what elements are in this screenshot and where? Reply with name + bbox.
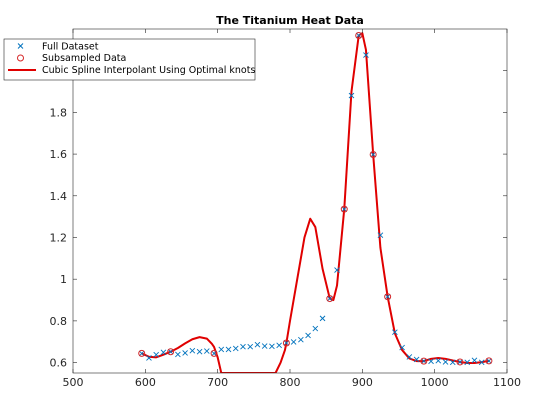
full-dataset-point [478,359,485,366]
legend-label-subsampled-data: Subsampled Data [42,53,126,64]
y-tick-label: 1.4 [50,190,68,203]
full-dataset-point [153,351,160,358]
legend-box [3,38,256,81]
full-dataset-point [326,295,333,302]
full-dataset-point [486,358,492,364]
legend: Full Dataset Subsampled Data Cubic Splin… [3,38,256,81]
full-dataset-point [355,32,362,39]
full-dataset-point [370,151,377,158]
full-dataset-point [363,52,369,58]
full-dataset-point [283,340,290,346]
full-dataset-point [334,267,340,273]
legend-marker-circle [17,54,24,62]
full-dataset-point [298,336,304,343]
y-tick-label: 1.6 [50,148,68,161]
legend-label-full-dataset: Full Dataset [42,42,99,53]
full-dataset-point [457,359,463,365]
x-tick-label: 600 [135,376,156,389]
full-dataset-point [406,354,413,360]
full-dataset-point [428,358,434,365]
full-dataset-point [384,293,391,300]
full-dataset-point [377,232,384,239]
x-tick-label: 1000 [421,376,449,389]
full-dataset-point [269,343,275,350]
full-dataset-point [146,355,152,361]
subsampled-point [326,295,334,303]
full-dataset-point [182,350,188,356]
legend-item-cubic-spline: Cubic Spline Interpolant Using Optimal k… [8,65,255,76]
full-dataset-point [196,348,203,355]
subsampled-point [355,31,363,39]
subsampled-point [282,339,290,347]
y-tick-label: 1.8 [50,106,68,119]
legend-label-cubic-spline: Cubic Spline Interpolant Using Optimal k… [42,65,255,76]
x-tick-label: 900 [352,376,373,389]
x-tick-label: 700 [207,376,228,389]
full-dataset-point [420,358,427,364]
legend-item-subsampled-data: Subsampled Data [17,53,126,64]
full-dataset-point [138,350,145,357]
full-dataset-point [449,359,456,366]
full-dataset-point [225,346,232,353]
legend-item-full-dataset: Full Dataset [17,42,99,53]
full-dataset-point [413,356,420,363]
full-dataset-point [319,315,326,322]
full-dataset-point [167,348,174,355]
y-tick-label: 0.8 [50,315,68,328]
full-dataset-point [399,344,405,351]
full-dataset-point [232,345,239,352]
full-dataset-point [305,332,311,339]
full-dataset-point [175,351,181,358]
subsampled-point [138,349,146,357]
full-dataset-point [435,357,442,364]
full-dataset-point [464,359,471,366]
full-dataset-point [240,343,246,350]
subsampled-point [456,358,464,366]
full-dataset-point [261,343,268,349]
x-tick-label: 500 [63,376,84,389]
subsampled-point [340,205,348,213]
full-dataset-point [211,350,217,357]
full-dataset-point [341,206,348,212]
subsampled-point [420,357,428,365]
full-dataset-point [471,357,478,364]
full-dataset-point [392,329,398,335]
chart-title: The Titanium Heat Data [216,14,364,27]
full-dataset-point [160,349,167,356]
full-dataset-point [348,92,355,99]
full-dataset-point [442,359,449,365]
subsampled-point [210,349,218,357]
full-dataset-point [254,341,261,348]
full-dataset-point [218,346,225,353]
full-dataset-point [312,325,319,332]
full-dataset-point [290,339,297,345]
full-dataset-point [247,343,254,350]
x-tick-label: 1100 [493,376,521,389]
subsampled-point [384,293,392,301]
x-tick-label: 800 [280,376,301,389]
full-dataset-point [203,348,210,354]
full-dataset-point [189,347,196,354]
subsampled-point [485,357,493,365]
full-dataset-point [276,342,282,349]
subsampled-point [167,348,175,356]
legend-marker-x [17,43,24,49]
y-tick-label: 1.2 [50,231,68,244]
subsampled-point [369,151,377,159]
y-tick-label: 0.6 [50,357,68,370]
y-tick-label: 1 [60,273,67,286]
